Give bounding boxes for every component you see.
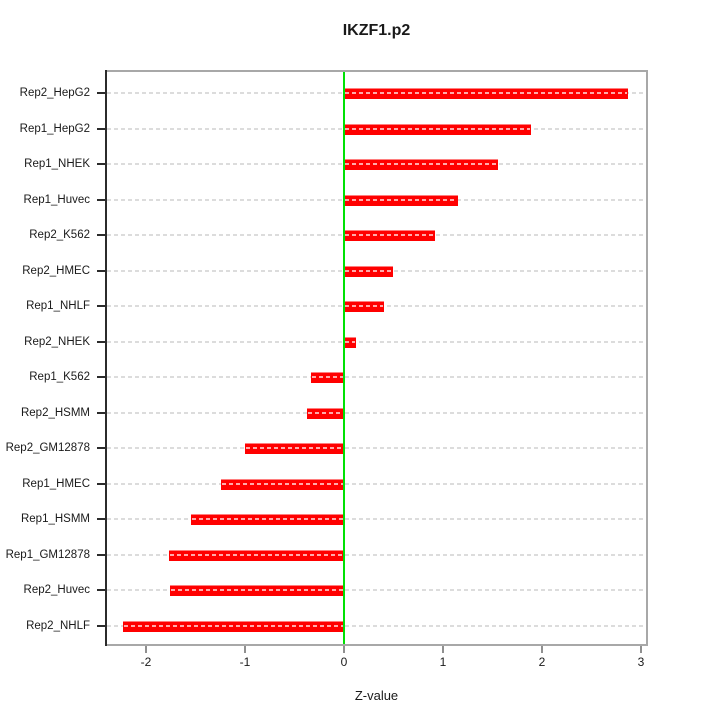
bar-dash-pattern xyxy=(222,482,343,485)
gridline xyxy=(107,624,646,627)
y-axis-label: Rep1_GM12878 xyxy=(5,548,90,561)
y-tick xyxy=(97,305,105,307)
zero-reference-line xyxy=(343,72,345,644)
x-tick-label: 2 xyxy=(538,655,546,669)
plot-border-top xyxy=(105,70,648,72)
gridline xyxy=(107,340,646,343)
y-axis-label: Rep2_HepG2 xyxy=(19,87,90,99)
bar-dash-pattern xyxy=(345,163,498,165)
bar xyxy=(168,549,344,561)
y-tick xyxy=(97,518,105,520)
y-tick xyxy=(97,198,105,201)
y-tick xyxy=(97,589,105,591)
y-tick xyxy=(97,447,105,449)
x-tick-label: -1 xyxy=(239,655,251,669)
x-tick-label: 3 xyxy=(637,655,645,669)
y-axis-label: Rep1_HepG2 xyxy=(19,122,90,135)
y-tick xyxy=(97,269,105,272)
y-axis-line xyxy=(105,70,107,646)
y-axis-label: Rep1_NHLF xyxy=(26,300,90,312)
y-tick xyxy=(97,163,105,165)
y-tick xyxy=(97,127,105,130)
bar-dash-pattern xyxy=(345,305,383,307)
bar xyxy=(311,372,344,383)
bar xyxy=(344,301,384,312)
bar-dash-pattern xyxy=(345,127,531,130)
bar xyxy=(344,123,532,135)
x-tick xyxy=(541,646,543,653)
y-axis-label: Rep2_Huvec xyxy=(23,584,90,596)
y-axis-label: Rep1_Huvec xyxy=(23,193,90,206)
y-tick xyxy=(97,482,105,485)
bar xyxy=(169,585,344,596)
bar xyxy=(344,230,436,241)
y-axis-label: Rep1_HSMM xyxy=(20,513,90,525)
y-axis-label: Rep1_HMEC xyxy=(22,477,90,490)
gridline xyxy=(107,376,646,378)
y-tick xyxy=(97,553,105,556)
plot-border-right xyxy=(646,70,648,646)
bar xyxy=(221,478,344,490)
bar xyxy=(123,620,344,632)
gridline xyxy=(107,447,646,449)
bar-dash-pattern xyxy=(312,376,343,378)
bar xyxy=(344,336,356,348)
bar xyxy=(190,514,344,525)
y-axis-label: Rep2_HSMM xyxy=(20,406,90,419)
bar-dash-pattern xyxy=(345,234,435,236)
bar-dash-pattern xyxy=(170,589,343,591)
bar xyxy=(344,265,393,277)
y-axis-label: Rep1_K562 xyxy=(29,371,90,383)
y-axis-label: Rep2_GM12878 xyxy=(5,442,90,454)
y-axis-label: Rep1_NHEK xyxy=(24,158,90,170)
bar-dash-pattern xyxy=(345,198,457,201)
y-tick xyxy=(97,411,105,414)
bar xyxy=(307,407,344,419)
y-axis-label: Rep2_HMEC xyxy=(22,264,90,277)
bar-dash-pattern xyxy=(308,411,343,414)
bar xyxy=(344,159,499,170)
chart-title: IKZF1.p2 xyxy=(342,22,411,39)
y-tick xyxy=(97,92,105,94)
x-tick-label: -2 xyxy=(140,655,152,669)
gridline xyxy=(107,482,646,485)
bar-dash-pattern xyxy=(345,340,355,343)
x-axis-label: Z-value xyxy=(354,688,399,703)
bar-dash-pattern xyxy=(124,624,343,627)
x-tick-label: 0 xyxy=(340,655,348,669)
bar-dash-pattern xyxy=(345,269,392,272)
x-tick xyxy=(145,646,147,653)
bar-dash-pattern xyxy=(246,447,343,449)
bar xyxy=(344,88,629,99)
gridline xyxy=(107,518,646,520)
y-tick xyxy=(97,234,105,236)
bar-dash-pattern xyxy=(169,553,343,556)
plot-border-bottom xyxy=(105,644,648,646)
plot-area xyxy=(97,70,648,646)
x-tick xyxy=(640,646,642,653)
gridline xyxy=(107,411,646,414)
x-tick xyxy=(244,646,246,653)
y-tick xyxy=(97,340,105,343)
y-axis-label: Rep2_NHLF xyxy=(26,619,90,632)
x-tick xyxy=(343,646,345,653)
bar xyxy=(344,194,458,206)
bar xyxy=(245,443,344,454)
gridline xyxy=(107,553,646,556)
y-axis-label: Rep2_NHEK xyxy=(24,335,90,348)
bar-dash-pattern xyxy=(191,518,343,520)
gridline xyxy=(107,589,646,591)
bar-dash-pattern xyxy=(345,92,628,94)
x-tick-label: 1 xyxy=(439,655,447,669)
x-tick xyxy=(442,646,444,653)
y-tick xyxy=(97,624,105,627)
y-axis-label: Rep2_K562 xyxy=(29,229,90,241)
y-tick xyxy=(97,376,105,378)
